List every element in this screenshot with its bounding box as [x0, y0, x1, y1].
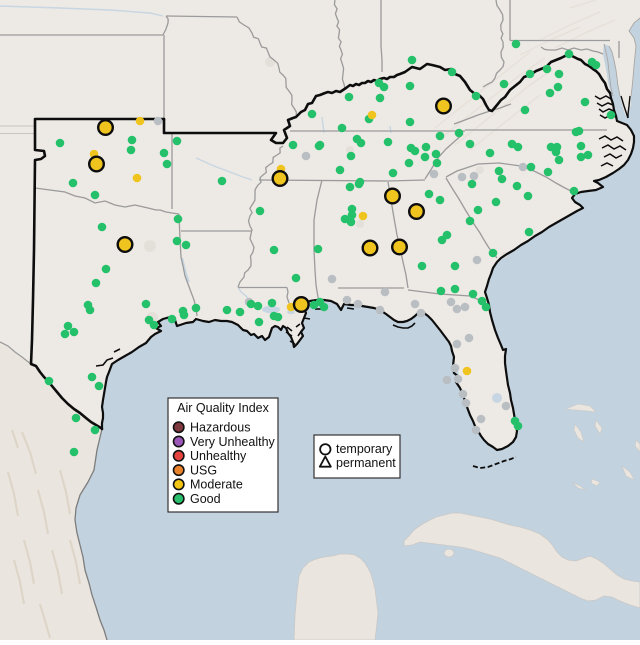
svg-text:Unhealthy: Unhealthy [190, 449, 247, 463]
svg-text:Moderate: Moderate [190, 478, 243, 492]
svg-text:Good: Good [190, 492, 221, 506]
svg-text:temporary: temporary [336, 442, 393, 456]
svg-text:Very Unhealthy: Very Unhealthy [190, 435, 276, 449]
svg-text:Hazardous: Hazardous [190, 421, 250, 435]
svg-text:permanent: permanent [336, 456, 396, 470]
svg-text:USG: USG [190, 463, 217, 477]
svg-text:Air Quality Index: Air Quality Index [177, 401, 269, 415]
